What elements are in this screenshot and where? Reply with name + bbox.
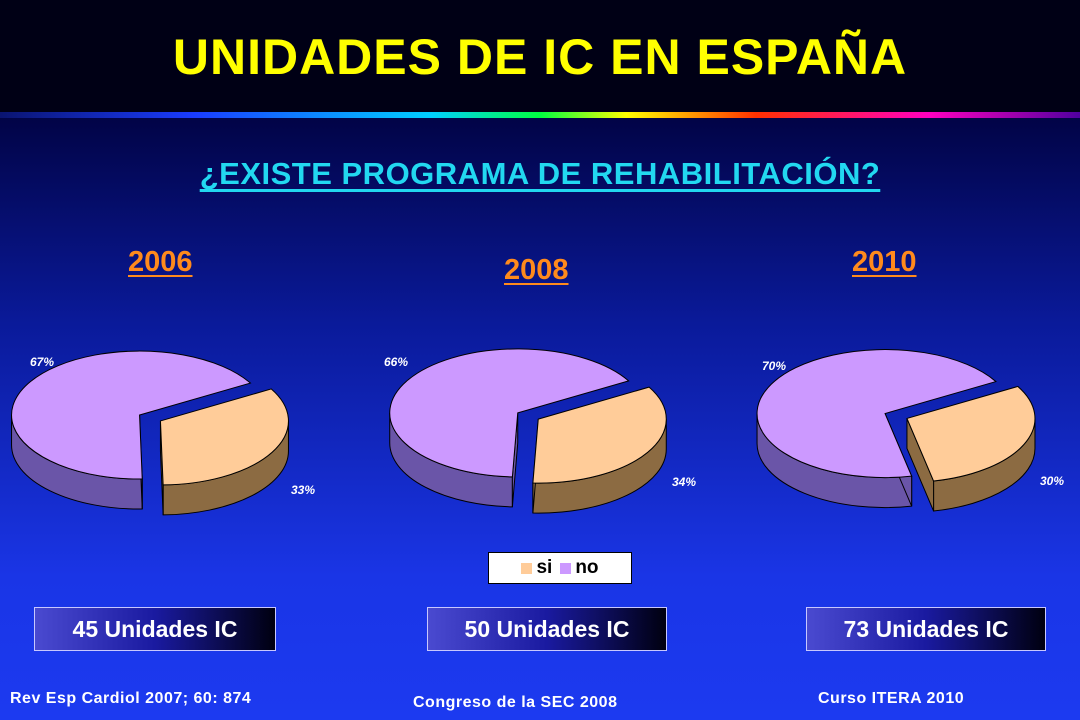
pie-label-si-2010: 30% <box>1040 474 1064 488</box>
pie-label-si-2006: 33% <box>291 483 315 497</box>
legend-label-no: no <box>575 557 599 578</box>
title-bar <box>0 0 1080 112</box>
legend-swatch-no <box>560 562 572 574</box>
pie-label-si-2008: 34% <box>672 475 696 489</box>
year-label-2010: 2010 <box>852 246 917 278</box>
pie-label-no-2010: 70% <box>762 359 786 373</box>
slide-title: UNIDADES DE IC EN ESPAÑA <box>172 29 908 85</box>
legend-item-si: si <box>521 557 552 579</box>
pie-slice-no-2006 <box>11 350 252 480</box>
units-box-2010: 73 Unidades IC <box>806 607 1046 651</box>
pie-slice-si-2010 <box>906 385 1036 482</box>
pie-chart-2008: 66% 34% <box>384 348 696 514</box>
units-box-2008: 50 Unidades IC <box>427 607 667 651</box>
units-box-2006: 45 Unidades IC <box>34 607 276 651</box>
pie-slice-si-2006 <box>159 388 289 486</box>
slide-subtitle: ¿EXISTE PROGRAMA DE REHABILITACIÓN? <box>199 156 881 191</box>
pie-label-no-2006: 67% <box>30 355 54 369</box>
pie-chart-2006: 67% 33% <box>11 350 315 516</box>
chart-legend: si no <box>488 552 632 584</box>
legend-item-no: no <box>560 557 599 579</box>
subtitle-wrapper: ¿EXISTE PROGRAMA DE REHABILITACIÓN? <box>0 156 1080 192</box>
source-2008: Congreso de la SEC 2008 <box>413 694 618 711</box>
year-label-2006: 2006 <box>128 246 193 278</box>
source-2010: Curso ITERA 2010 <box>818 690 965 707</box>
legend-label-si: si <box>536 557 553 578</box>
rainbow-divider <box>0 112 1080 118</box>
pie-slice-si-2008 <box>532 386 667 484</box>
year-label-2008: 2008 <box>504 254 569 286</box>
source-2006: Rev Esp Cardiol 2007; 60: 874 <box>10 690 252 707</box>
pie-slice-no-2010 <box>756 349 997 479</box>
legend-swatch-si <box>521 562 533 574</box>
pie-label-no-2008: 66% <box>384 355 408 369</box>
pie-chart-2010: 70% 30% <box>756 349 1064 512</box>
pie-slice-no-2008 <box>389 348 630 478</box>
